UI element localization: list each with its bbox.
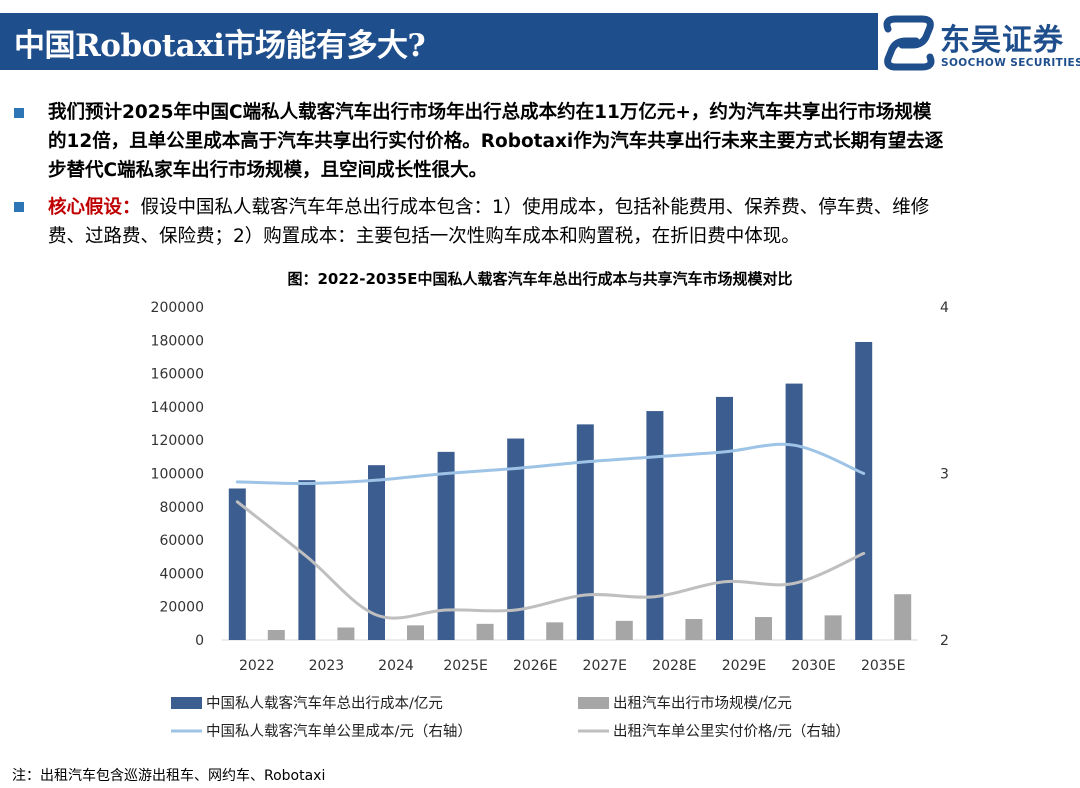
bar-taxi-market	[685, 619, 703, 640]
header-bar	[0, 13, 878, 70]
x-axis-tick-label: 2030E	[791, 658, 835, 674]
logo-text-en: SOOCHOW SECURITIES	[941, 57, 1080, 69]
bar-taxi-market	[337, 627, 355, 640]
bar-taxi-market	[894, 594, 912, 640]
y-axis-left-tick-label: 20000	[159, 600, 204, 616]
x-axis-tick-label: 2027E	[583, 658, 627, 674]
y-axis-right-tick-label: 3	[940, 467, 949, 483]
bullet-paragraph-1: 我们预计2025年中国C端私人载客汽车出行市场年出行总成本约在11万亿元+，约为…	[48, 98, 1078, 185]
bar-private-cost	[716, 396, 733, 640]
x-axis-tick-label: 2035E	[861, 658, 905, 674]
y-axis-right-tick-label: 2	[940, 633, 949, 649]
paragraph-line: 的12倍，且单公里成本高于汽车共享出行实付价格。Robotaxi作为汽车共享出行…	[48, 131, 944, 152]
y-axis-left-tick-label: 80000	[159, 500, 204, 516]
bar-taxi-market	[476, 623, 494, 640]
x-axis-tick-label: 2026E	[513, 658, 557, 674]
bar-taxi-market	[407, 625, 424, 640]
legend-swatch	[171, 697, 202, 709]
paragraph-line: 费、过路费、保险费；2）购置成本：主要包括一次性购车成本和购置税，在折旧费中体现…	[48, 226, 800, 247]
x-axis-tick-label: 2029E	[722, 658, 766, 674]
y-axis-left-tick-label: 140000	[151, 400, 204, 416]
bar-taxi-market	[267, 630, 285, 640]
x-axis-tick-label: 2023	[309, 658, 345, 674]
bar-private-cost	[437, 451, 455, 640]
line-private-cost-per-km	[235, 442, 866, 486]
x-axis-tick-label: 2028E	[652, 658, 696, 674]
bar-taxi-market	[546, 622, 564, 640]
paragraph-line: 核心假设：假设中国私人载客汽车年总出行成本包含：1）使用成本，包括补能费用、保养…	[48, 193, 1078, 222]
bar-private-cost	[646, 411, 664, 640]
logo-text-cn: 东吴证券	[940, 23, 1064, 58]
footnote: 注：出租汽车包含巡游出租车、网约车、Robotaxi	[12, 768, 326, 784]
bar-private-cost	[228, 488, 246, 640]
bullet-marker	[14, 202, 24, 212]
x-axis-tick-label: 2022	[239, 658, 275, 674]
bar-taxi-market	[755, 617, 772, 640]
chart-title: 图：2022-2035E中国私人载客汽车年总出行成本与共享汽车市场规模对比	[287, 270, 793, 288]
logo-icon	[883, 15, 935, 71]
y-axis-left-tick-label: 200000	[151, 300, 204, 316]
legend-label: 出租汽车出行市场规模/亿元	[613, 695, 792, 712]
y-axis-left-tick-label: 180000	[151, 333, 204, 349]
legend-label: 中国私人载客汽车年总出行成本/亿元	[206, 695, 443, 712]
bullet-marker	[14, 108, 24, 118]
bar-private-cost	[368, 465, 385, 640]
y-axis-left-tick-label: 0	[195, 633, 204, 649]
core-assumption-label: 核心假设：	[48, 197, 141, 218]
core-assumption-text: 假设中国私人载客汽车年总出行成本包含：1）使用成本，包括补能费用、保养费、停车费…	[140, 197, 930, 218]
bar-private-cost	[785, 383, 803, 640]
y-axis-left-tick-label: 60000	[159, 533, 204, 549]
bar-private-cost	[576, 424, 594, 640]
x-axis-tick-label: 2025E	[443, 658, 487, 674]
paragraph-line: 我们预计2025年中国C端私人载客汽车出行市场年出行总成本约在11万亿元+，约为…	[48, 102, 932, 123]
x-axis-tick-label: 2024	[378, 658, 414, 674]
bar-taxi-market	[824, 615, 842, 640]
legend-label: 中国私人载客汽车单公里成本/元（右轴）	[206, 723, 472, 740]
paragraph-line: 步替代C端私家车出行市场规模，且空间成长性很大。	[48, 160, 488, 181]
bar-private-cost	[298, 480, 316, 640]
logo: 东吴证券 SOOCHOW SECURITIES	[882, 13, 1080, 73]
y-axis-left-tick-label: 40000	[159, 566, 204, 582]
y-axis-left-tick-label: 100000	[151, 467, 204, 483]
line-taxi-price-per-km	[235, 500, 866, 620]
bullet-paragraph-2: 核心假设：假设中国私人载客汽车年总出行成本包含：1）使用成本，包括补能费用、保养…	[48, 193, 1078, 251]
y-axis-right-tick-label: 4	[940, 300, 949, 316]
legend-swatch	[578, 697, 609, 709]
bar-private-cost	[855, 341, 873, 640]
y-axis-left-tick-label: 120000	[151, 433, 204, 449]
y-axis-left-tick-label: 160000	[151, 367, 204, 383]
page-title: 中国Robotaxi市场能有多大?	[14, 28, 426, 64]
bar-private-cost	[507, 438, 525, 640]
bar-taxi-market	[615, 620, 633, 640]
legend-label: 出租汽车单公里实付价格/元（右轴）	[613, 723, 850, 740]
